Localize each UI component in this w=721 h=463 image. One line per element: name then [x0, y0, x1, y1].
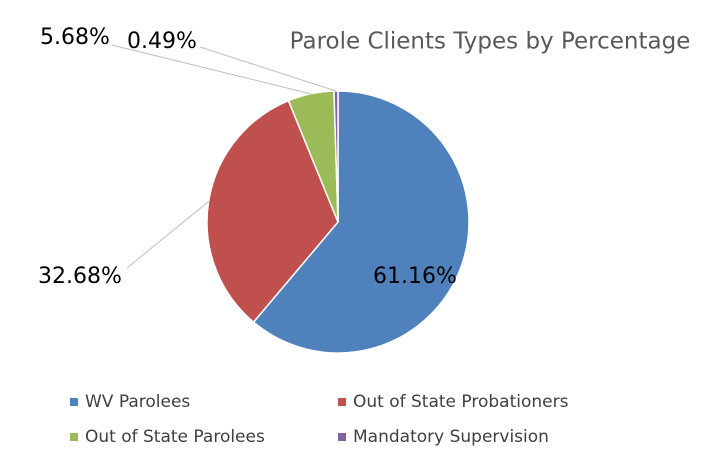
pie-slice	[206, 99, 339, 324]
legend-swatch	[338, 433, 346, 441]
leader-line	[111, 44, 311, 95]
legend-label: Mandatory Supervision	[353, 427, 549, 447]
data-label: 5.68%	[40, 25, 110, 50]
legend-swatch	[338, 398, 346, 406]
pie-slice	[252, 90, 470, 354]
pie-slice	[333, 90, 339, 223]
leader-line	[126, 201, 209, 269]
legend-label: Out of State Parolees	[85, 427, 265, 447]
legend-label: Out of State Probationers	[353, 392, 569, 412]
data-label: 0.49%	[127, 29, 197, 54]
legend-swatch	[70, 433, 78, 441]
chart-title: Parole Clients Types by Percentage	[290, 29, 691, 55]
legend-label: WV Parolees	[85, 392, 190, 412]
leader-line	[199, 46, 337, 92]
legend-swatch	[70, 398, 78, 406]
data-label: 32.68%	[38, 264, 122, 289]
data-label: 61.16%	[373, 264, 457, 289]
